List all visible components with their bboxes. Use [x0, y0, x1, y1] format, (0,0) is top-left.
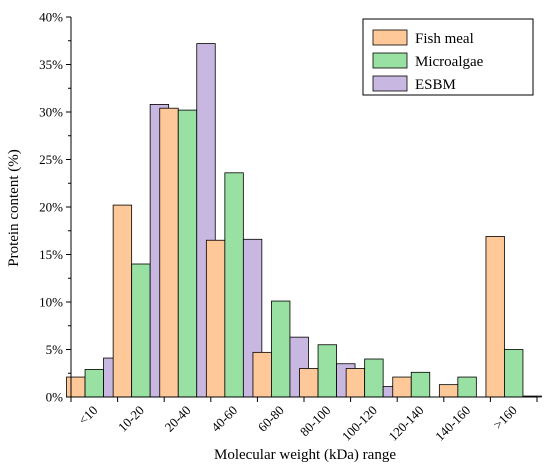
bar-microalgae-2: [177, 109, 198, 398]
legend-label-microalgae: Microalgae: [415, 54, 484, 70]
bar-microalgae-4: [271, 300, 291, 398]
y-tick-label: 25%: [39, 152, 63, 167]
bar-microalgae-8: [457, 376, 477, 398]
x-tick-label: 60-80: [255, 403, 287, 435]
x-tick-label: 40-60: [208, 403, 240, 435]
bar-fish-meal-1: [112, 204, 133, 398]
y-tick-label: 0%: [46, 390, 64, 405]
legend-swatch-esbm: [372, 75, 408, 92]
y-tick-label: 40%: [39, 10, 63, 25]
bar-fish-meal-3: [205, 239, 226, 398]
bar-microalgae-7: [410, 371, 431, 398]
y-tick-label: 10%: [39, 295, 63, 310]
bar-microalgae-1: [131, 263, 151, 398]
bars: [66, 43, 542, 398]
bar-fish-meal-2: [159, 107, 179, 398]
bar-microalgae-0: [84, 369, 104, 398]
bar-fish-meal-9: [485, 236, 505, 398]
x-tick-label: 10-20: [115, 403, 147, 435]
legend-swatch-fish-meal: [372, 29, 408, 46]
y-tick-label: 15%: [39, 247, 63, 262]
bar-fish-meal-4: [252, 351, 272, 398]
y-tick-label: 5%: [46, 342, 64, 357]
x-tick-label: 80-100: [297, 403, 334, 440]
bar-microalgae-6: [364, 358, 384, 398]
bar-microalgae-5: [317, 344, 337, 398]
legend: Fish meal Microalgae ESBM: [362, 18, 534, 96]
y-tick-label: 20%: [39, 200, 63, 215]
x-axis-title: Molecular weight (kDa) range: [214, 447, 396, 463]
x-tick-label: 20-40: [162, 403, 194, 435]
bar-fish-meal-6: [345, 368, 366, 398]
bar-fish-meal-8: [438, 384, 459, 398]
y-tick-label: 30%: [39, 105, 63, 120]
legend-label-esbm: ESBM: [415, 77, 456, 93]
legend-label-fish-meal: Fish meal: [415, 31, 474, 47]
x-tick-label: 120-140: [385, 403, 426, 444]
bar-microalgae-3: [224, 172, 244, 398]
x-tick-label: 100-120: [339, 403, 380, 444]
x-tick-label: 140-160: [432, 403, 473, 444]
legend-swatch-microalgae: [372, 52, 408, 69]
y-tick-label: 35%: [39, 57, 63, 72]
bar-fish-meal-7: [392, 376, 412, 398]
x-tick-label: <10: [75, 403, 100, 428]
x-tick-label: >160: [490, 403, 520, 433]
bar-fish-meal-5: [299, 368, 319, 398]
bar-microalgae-9: [504, 349, 524, 398]
y-axis-title: Protein content (%): [6, 149, 22, 266]
bar-fish-meal-0: [66, 376, 86, 398]
